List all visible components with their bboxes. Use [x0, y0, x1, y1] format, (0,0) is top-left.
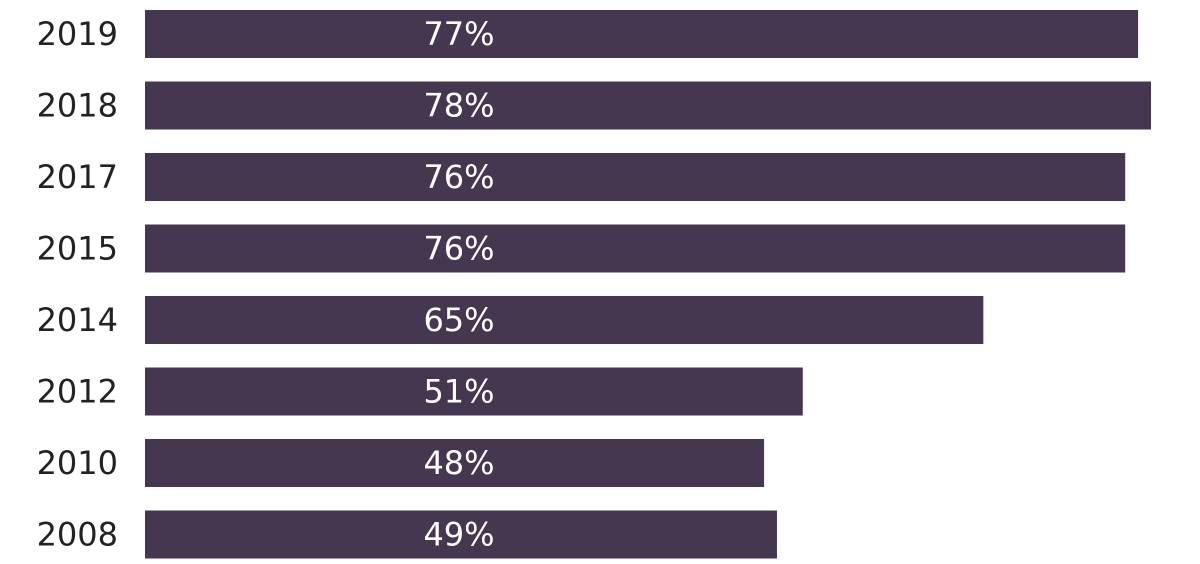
category-labels-group: 2019 2018 2017 2015 2014 2012 2010 2008: [37, 15, 118, 554]
value-label-2014: 65%: [423, 301, 494, 339]
category-label-2008: 2008: [37, 516, 118, 554]
category-label-2010: 2010: [37, 444, 118, 482]
category-label-2012: 2012: [37, 373, 118, 411]
category-label-2017: 2017: [37, 158, 118, 196]
value-label-2010: 48%: [423, 444, 494, 482]
category-label-2015: 2015: [37, 230, 118, 268]
bar-2010: [145, 439, 765, 487]
bar-2015: [145, 224, 1126, 273]
bar-2019: [145, 10, 1139, 58]
value-label-2017: 76%: [423, 158, 494, 196]
value-label-2012: 51%: [423, 373, 494, 411]
category-label-2014: 2014: [37, 301, 118, 339]
value-labels-group: 77% 78% 76% 76% 65% 51% 48% 49%: [423, 15, 494, 554]
category-label-2019: 2019: [37, 15, 118, 53]
value-label-2015: 76%: [423, 230, 494, 268]
category-label-2018: 2018: [37, 87, 118, 125]
bar-2008: [145, 510, 777, 559]
bar-2014: [145, 296, 984, 344]
value-label-2008: 49%: [423, 516, 494, 554]
bar-2017: [145, 153, 1126, 201]
value-label-2019: 77%: [423, 15, 494, 53]
value-label-2018: 78%: [423, 87, 494, 125]
bars-group: [145, 10, 1151, 559]
bar-2018: [145, 81, 1151, 130]
bar-2012: [145, 367, 803, 416]
